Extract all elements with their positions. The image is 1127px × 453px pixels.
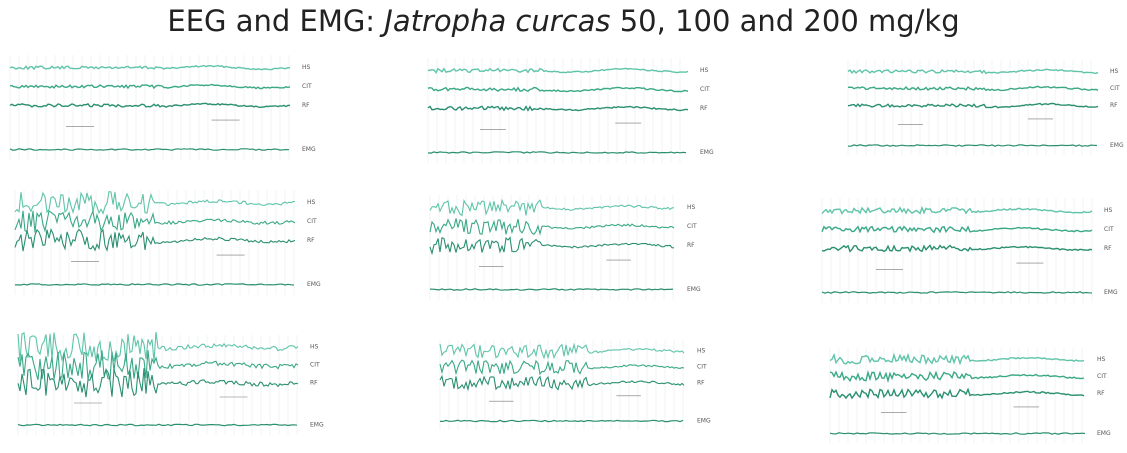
eeg-trace <box>829 369 1085 384</box>
eeg-trace <box>17 350 299 381</box>
channel-label: HS <box>700 67 709 74</box>
eeg-panel: HS CIT RF EMG <box>821 198 1118 303</box>
channel-label: HS <box>1104 207 1113 214</box>
channel-label: RF <box>697 380 705 387</box>
channel-label: HS <box>697 347 706 354</box>
eeg-trace <box>439 374 685 392</box>
channel-label: CIT <box>1110 85 1120 92</box>
eeg-trace <box>14 209 296 233</box>
eeg-trace <box>14 190 296 215</box>
channel-label: RF <box>1110 102 1118 109</box>
channel-label: RF <box>1104 245 1112 252</box>
eeg-trace <box>429 218 675 236</box>
channel-label: RF <box>700 105 708 112</box>
eeg-trace <box>427 67 689 74</box>
channel-label: CIT <box>687 223 697 230</box>
channel-label: RF <box>1097 390 1105 397</box>
channel-label: RF <box>310 380 318 387</box>
emg-trace <box>9 148 290 151</box>
channel-label: EMG <box>1097 430 1111 437</box>
eeg-trace <box>847 102 1099 109</box>
emg-trace <box>829 432 1086 435</box>
title-prefix: EEG and EMG: <box>167 4 385 38</box>
channel-label: EMG <box>700 149 714 156</box>
eeg-trace <box>829 387 1085 400</box>
channel-label: CIT <box>302 83 312 90</box>
eeg-panel: HS CIT RF EMG <box>9 55 316 160</box>
channel-label: EMG <box>1104 289 1118 296</box>
channel-label: CIT <box>1097 373 1107 380</box>
channel-label: HS <box>1097 356 1106 363</box>
eeg-trace <box>821 205 1093 215</box>
channel-label: HS <box>310 344 319 351</box>
channel-label: EMG <box>697 418 711 425</box>
emg-trace <box>821 291 1093 294</box>
channel-label: EMG <box>310 422 324 429</box>
channel-label: HS <box>302 64 311 71</box>
eeg-trace <box>829 352 1085 366</box>
channel-label: CIT <box>310 362 320 369</box>
title-suffix: 50, 100 and 200 mg/kg <box>610 4 960 38</box>
eeg-trace <box>9 83 291 90</box>
eeg-trace <box>439 359 685 376</box>
channel-label: RF <box>687 242 695 249</box>
eeg-trace <box>821 244 1093 253</box>
eeg-panel: HS CIT RF EMG <box>847 60 1124 155</box>
channel-label: CIT <box>307 218 317 225</box>
channel-label: HS <box>1110 68 1119 75</box>
eeg-trace <box>9 102 291 109</box>
eeg-trace <box>17 368 299 398</box>
eeg-trace <box>429 236 675 256</box>
channel-label: CIT <box>1104 226 1114 233</box>
eeg-trace <box>17 331 299 362</box>
channel-label: EMG <box>1110 142 1124 149</box>
channel-label: EMG <box>687 286 701 293</box>
channel-label: RF <box>302 102 310 109</box>
eeg-trace <box>439 342 685 360</box>
emg-trace <box>427 151 687 154</box>
eeg-trace <box>847 68 1099 75</box>
channel-label: HS <box>307 199 316 206</box>
channel-label: EMG <box>307 281 321 288</box>
eeg-trace <box>14 227 296 253</box>
channel-label: CIT <box>697 364 707 371</box>
eeg-trace <box>429 198 675 217</box>
channel-label: HS <box>687 204 696 211</box>
channel-label: RF <box>307 237 315 244</box>
eeg-trace <box>9 64 291 71</box>
channel-label: EMG <box>302 146 316 153</box>
emg-trace <box>15 283 295 286</box>
eeg-panel: HS CIT RF EMG <box>829 348 1111 443</box>
eeg-panel: HS CIT RF EMG <box>429 195 701 300</box>
emg-trace <box>440 419 684 423</box>
eeg-trace <box>821 225 1093 234</box>
emg-trace <box>847 144 1098 147</box>
eeg-trace <box>427 105 689 112</box>
eeg-panel: HS CIT RF EMG <box>439 340 711 430</box>
slide-title: EEG and EMG: Jatropha curcas 50, 100 and… <box>0 4 1127 38</box>
channel-label: CIT <box>700 86 710 93</box>
eeg-panel: HS CIT RF EMG <box>14 190 321 295</box>
title-species: Jatropha curcas <box>384 4 611 38</box>
emg-trace <box>17 423 298 427</box>
eeg-trace <box>427 86 689 93</box>
eeg-trace <box>847 85 1099 92</box>
emg-trace <box>429 288 674 291</box>
eeg-panel: HS CIT RF EMG <box>17 331 324 435</box>
eeg-panel: HS CIT RF EMG <box>427 58 714 163</box>
